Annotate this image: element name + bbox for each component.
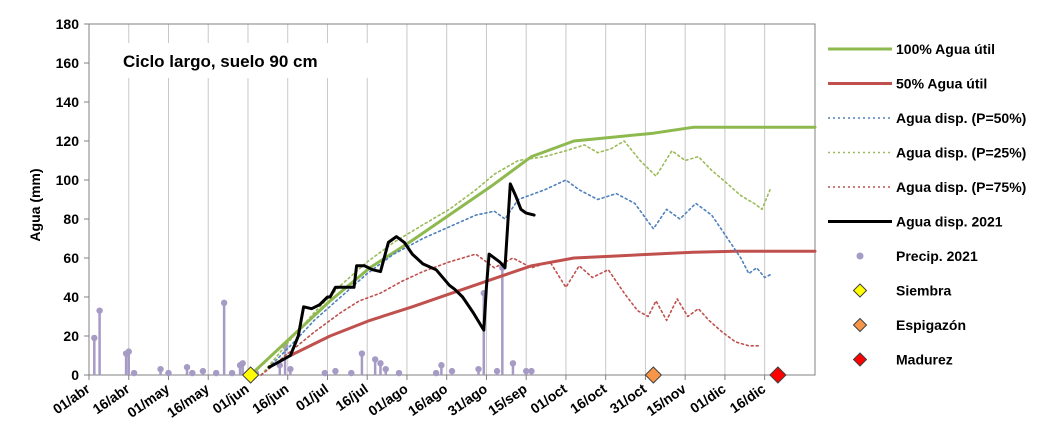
precip-point <box>220 299 228 307</box>
legend: 100% Agua útil 50% Agua útil Agua disp. (P… <box>828 41 1026 368</box>
precip-point <box>125 348 132 355</box>
annotation-background <box>112 43 370 78</box>
y-tick-label: 140 <box>56 94 80 110</box>
legend-swatch-espigazon <box>852 317 868 333</box>
y-tick-label: 80 <box>63 211 79 227</box>
x-tick-label: 16/oct <box>567 380 610 417</box>
y-tick-label: 0 <box>71 367 79 383</box>
marker-espigazon <box>644 366 663 384</box>
precip-point <box>228 369 236 377</box>
legend-label: Agua disp. (P=50%) <box>896 110 1026 126</box>
x-tick-label: 16/jul <box>332 380 371 414</box>
precip-point <box>448 367 456 375</box>
y-tick-label: 40 <box>63 289 79 305</box>
x-tick-label: 01/may <box>124 380 172 420</box>
precip-point <box>157 365 164 373</box>
precip-point <box>287 365 294 373</box>
legend-label: Madurez <box>896 352 953 368</box>
x-tick-label: 01/ago <box>365 380 411 419</box>
x-tick-label: 16/may <box>164 380 212 420</box>
precip-point <box>91 334 98 342</box>
series-line-au50 <box>288 249 817 357</box>
marker-siembra <box>241 366 260 384</box>
legend-label: Agua disp. (P=75%) <box>896 179 1026 195</box>
legend-label: Siembra <box>896 283 951 299</box>
precip-point <box>522 367 530 375</box>
x-tick-label: 01/dic <box>687 380 729 416</box>
precip-point <box>183 364 191 371</box>
x-tick-label: 16/dic <box>727 380 769 416</box>
precip-point <box>395 369 403 377</box>
y-tick-label: 60 <box>63 250 79 266</box>
precip-point <box>432 369 440 377</box>
annotation-box: Ciclo largo, suelo 90 cm <box>112 43 370 78</box>
x-tick-label: 01/jun <box>209 380 251 416</box>
precip-point <box>348 369 355 377</box>
legend-label: 50% Agua útil <box>896 76 987 92</box>
precip-point <box>239 360 246 367</box>
precip-point <box>509 360 517 367</box>
x-tick-label: 16/ago <box>405 380 451 419</box>
series-layer <box>249 125 817 377</box>
x-tick-label: 16/jun <box>249 380 291 416</box>
y-tick-label: 180 <box>56 16 80 32</box>
series-line-p50 <box>260 179 774 376</box>
precip-point <box>321 369 329 377</box>
y-tick-label: 160 <box>56 55 80 71</box>
x-tick-label: 01/jul <box>293 380 332 414</box>
precip-point <box>528 367 535 375</box>
precip-point <box>332 367 339 375</box>
precip-point <box>377 360 384 367</box>
marker-madurez <box>769 366 787 384</box>
series-line-p75 <box>260 253 761 376</box>
series-line-au100 <box>249 125 817 377</box>
precip-point <box>212 369 220 377</box>
precip-point <box>130 369 138 377</box>
precip-point <box>493 367 501 375</box>
series-line-disp2021 <box>267 182 536 369</box>
precip-point <box>475 365 482 373</box>
grid-layer <box>88 24 766 375</box>
y-axis-label: Agua (mm) <box>27 168 43 241</box>
precip-point <box>438 362 445 369</box>
x-tick-label: 31/ago <box>445 380 491 419</box>
annotation-text: Ciclo largo, suelo 90 cm <box>123 52 318 71</box>
legend-label: Precip. 2021 <box>896 248 978 264</box>
legend-label: Espigazón <box>896 317 966 333</box>
series-line-p25 <box>260 140 771 376</box>
legend-label: Agua disp. 2021 <box>896 214 1003 230</box>
precip-point <box>358 350 366 357</box>
y-tick-label: 20 <box>63 328 79 344</box>
x-tick-label: 31/oct <box>607 380 650 417</box>
x-tick-label: 01/oct <box>527 380 570 417</box>
precip-point <box>165 369 172 377</box>
precip-point <box>382 365 389 373</box>
precip-point <box>189 369 196 377</box>
x-tick-label: 15/sep <box>485 380 530 418</box>
precip-point <box>199 367 207 375</box>
legend-label: Agua disp. (P=25%) <box>896 145 1026 161</box>
legend-swatch-madurez <box>852 352 868 367</box>
precip-point <box>371 356 379 363</box>
y-tick-label: 120 <box>56 133 80 149</box>
x-tick-label: 01/abr <box>50 380 93 417</box>
legend-swatch-siembra <box>852 283 868 298</box>
precip-point <box>96 307 103 314</box>
y-tick-label: 100 <box>56 172 80 188</box>
legend-label: 100% Agua útil <box>896 41 995 57</box>
marker-layer <box>241 366 787 384</box>
precipitation-series <box>91 264 535 377</box>
legend-swatch-precip <box>856 252 864 260</box>
x-tick-label: 15/nov <box>643 380 689 419</box>
